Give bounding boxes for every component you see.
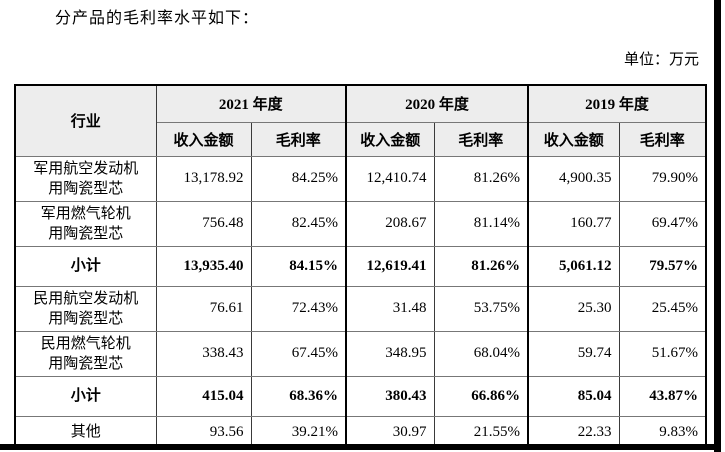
margin-cell-2019: 79.57% xyxy=(618,245,707,287)
margin-cell-2021: 67.45% xyxy=(250,330,347,377)
margin-cell-2020: 66.86% xyxy=(433,375,529,417)
revenue-cell-2021: 13,935.40 xyxy=(155,245,252,287)
industry-cell: 小计 xyxy=(14,245,157,287)
revenue-cell-2019: 5,061.12 xyxy=(527,245,620,287)
margin-cell-2019: 69.47% xyxy=(618,200,707,247)
revenue-cell-2019: 85.04 xyxy=(527,375,620,417)
industry-cell: 民用航空发动机 用陶瓷型芯 xyxy=(14,285,157,332)
scan-edge-bar-right xyxy=(714,0,721,452)
revenue-cell-2020: 31.48 xyxy=(345,285,435,332)
margin-cell-2020: 81.14% xyxy=(433,200,529,247)
revenue-cell-2019: 25.30 xyxy=(527,285,620,332)
table-row: 其他 93.56 39.21% 30.97 21.55% 22.33 9.83% xyxy=(14,415,707,450)
table-header-row-metrics: 收入金额 毛利率 收入金额 毛利率 收入金额 毛利率 xyxy=(15,121,707,157)
industry-cell: 军用航空发动机 用陶瓷型芯 xyxy=(14,155,157,202)
margin-cell-2021: 72.43% xyxy=(250,285,347,332)
revenue-cell-2021: 756.48 xyxy=(155,200,252,247)
table-header-row-years: 行业 2021 年度 2020 年度 2019 年度 xyxy=(14,84,707,157)
revenue-cell-2019: 59.74 xyxy=(527,330,620,377)
revenue-cell-2019: 22.33 xyxy=(527,415,620,450)
revenue-cell-2020: 30.97 xyxy=(345,415,435,450)
revenue-cell-2020: 380.43 xyxy=(345,375,435,417)
margin-cell-2020: 81.26% xyxy=(433,155,529,202)
table-row: 军用航空发动机 用陶瓷型芯 13,178.92 84.25% 12,410.74… xyxy=(14,155,707,202)
margin-cell-2021: 84.25% xyxy=(250,155,347,202)
year-header-2021: 2021 年度 xyxy=(155,84,347,123)
subheader-margin-2019: 毛利率 xyxy=(618,121,707,157)
margin-cell-2019: 9.83% xyxy=(618,415,707,450)
margin-cell-2021: 82.45% xyxy=(250,200,347,247)
subheader-revenue-2019: 收入金额 xyxy=(527,121,620,157)
margin-cell-2020: 68.04% xyxy=(433,330,529,377)
margin-cell-2020: 53.75% xyxy=(433,285,529,332)
subtotal-row: 小计 13,935.40 84.15% 12,619.41 81.26% 5,0… xyxy=(14,245,707,287)
revenue-cell-2020: 208.67 xyxy=(345,200,435,247)
year-header-2019: 2019 年度 xyxy=(527,84,707,123)
revenue-cell-2021: 415.04 xyxy=(155,375,252,417)
subheader-margin-2021: 毛利率 xyxy=(250,121,347,157)
margin-cell-2020: 81.26% xyxy=(433,245,529,287)
industry-cell: 小计 xyxy=(14,375,157,417)
table-row: 军用燃气轮机 用陶瓷型芯 756.48 82.45% 208.67 81.14%… xyxy=(14,200,707,247)
page-title: 分产品的毛利率水平如下： xyxy=(55,10,260,27)
table-row: 民用燃气轮机 用陶瓷型芯 338.43 67.45% 348.95 68.04%… xyxy=(14,330,707,377)
margin-cell-2020: 21.55% xyxy=(433,415,529,450)
margin-cell-2019: 79.90% xyxy=(618,155,707,202)
industry-cell: 军用燃气轮机 用陶瓷型芯 xyxy=(14,200,157,247)
revenue-cell-2019: 4,900.35 xyxy=(527,155,620,202)
revenue-cell-2020: 12,619.41 xyxy=(345,245,435,287)
industry-header: 行业 xyxy=(14,84,157,157)
scan-edge-bar-bottom xyxy=(0,444,721,450)
subheader-revenue-2020: 收入金额 xyxy=(345,121,435,157)
margin-cell-2019: 43.87% xyxy=(618,375,707,417)
industry-cell: 其他 xyxy=(14,415,157,450)
revenue-cell-2020: 348.95 xyxy=(345,330,435,377)
table-row: 民用航空发动机 用陶瓷型芯 76.61 72.43% 31.48 53.75% … xyxy=(14,285,707,332)
industry-cell: 民用燃气轮机 用陶瓷型芯 xyxy=(14,330,157,377)
margin-cell-2019: 51.67% xyxy=(618,330,707,377)
revenue-cell-2019: 160.77 xyxy=(527,200,620,247)
subheader-revenue-2021: 收入金额 xyxy=(155,121,252,157)
revenue-cell-2021: 76.61 xyxy=(155,285,252,332)
revenue-cell-2020: 12,410.74 xyxy=(345,155,435,202)
margin-cell-2019: 25.45% xyxy=(618,285,707,332)
subheader-margin-2020: 毛利率 xyxy=(433,121,529,157)
year-header-2020: 2020 年度 xyxy=(345,84,529,123)
unit-label: 单位：万元 xyxy=(623,52,699,68)
revenue-cell-2021: 13,178.92 xyxy=(155,155,252,202)
margin-cell-2021: 84.15% xyxy=(250,245,347,287)
margin-cell-2021: 39.21% xyxy=(250,415,347,450)
revenue-cell-2021: 93.56 xyxy=(155,415,252,450)
gross-margin-table: 行业 2021 年度 2020 年度 2019 年度 收入金额 毛利率 收入金额… xyxy=(14,84,708,450)
subtotal-row: 小计 415.04 68.36% 380.43 66.86% 85.04 43.… xyxy=(14,375,707,417)
margin-cell-2021: 68.36% xyxy=(250,375,347,417)
revenue-cell-2021: 338.43 xyxy=(155,330,252,377)
